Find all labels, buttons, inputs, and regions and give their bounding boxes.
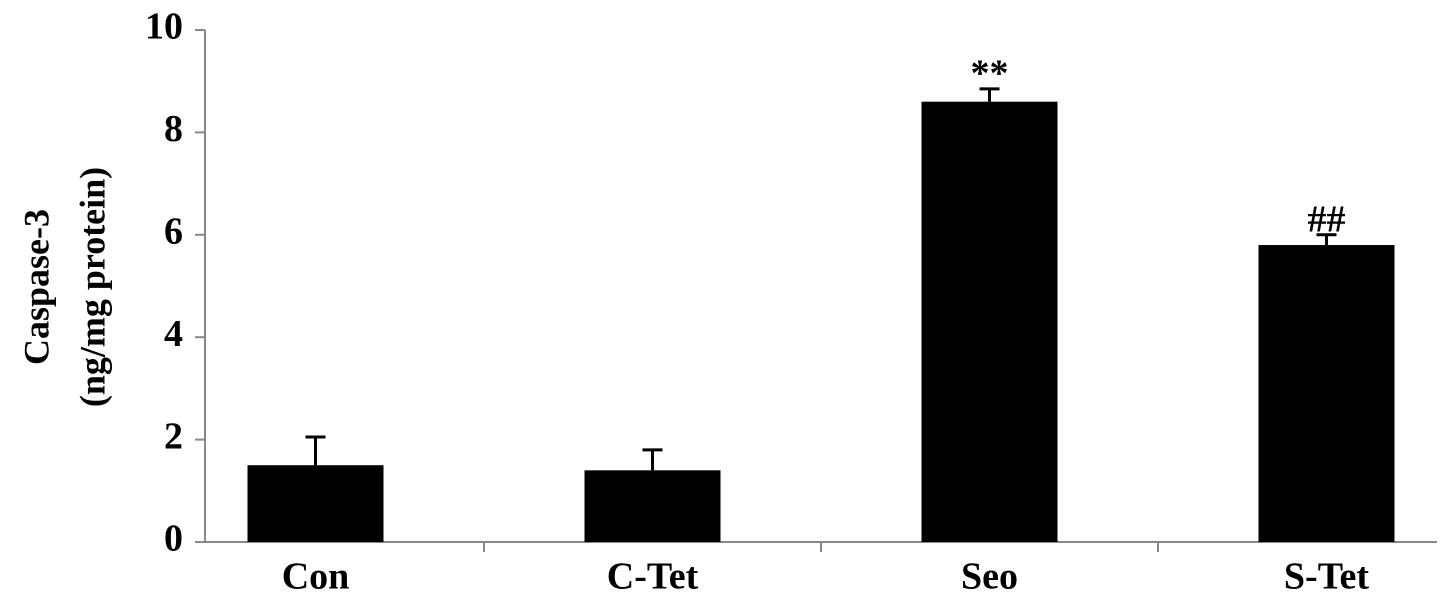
y-tick-label: 4	[164, 313, 183, 355]
y-axis-label: Caspase-3	[16, 209, 56, 365]
x-tick-label: Con	[282, 556, 350, 598]
x-tick-label: C-Tet	[607, 556, 699, 598]
y-tick-label: 10	[145, 6, 183, 48]
x-tick-label: S-Tet	[1284, 556, 1370, 598]
annotation: ##	[1308, 199, 1346, 241]
y-tick-label: 6	[164, 211, 183, 253]
bar	[247, 465, 384, 542]
y-tick-label: 8	[164, 108, 183, 150]
bar	[1258, 245, 1395, 543]
y-tick-label: 2	[164, 415, 183, 457]
annotation: **	[971, 53, 1009, 95]
x-tick-label: Seo	[961, 556, 1018, 598]
bar	[584, 470, 721, 542]
bar	[921, 101, 1058, 543]
y-axis-label: (ng/mg protein)	[72, 167, 112, 407]
y-tick-label: 0	[164, 518, 183, 560]
